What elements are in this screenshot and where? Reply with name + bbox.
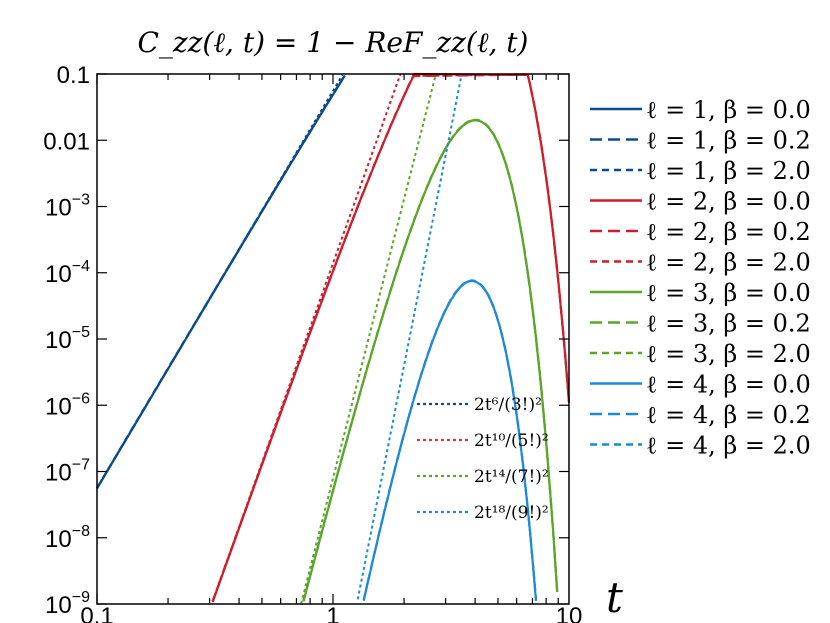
x-tick-label: 0.1: [80, 603, 113, 623]
inset-legend-label: 2t¹⁰/(5!)²: [474, 431, 549, 451]
tick-labels: 0.1 1 10 0.1 0.01 10−3 10−4 10−5 10−6 10−7 10−8 10−…: [43, 62, 582, 623]
curve-l3-approx: [300, 74, 437, 604]
y-tick-label: 10−3: [45, 192, 90, 222]
y-tick-label: 10−8: [45, 523, 90, 553]
curve-l4-beta-2-0: [362, 279, 538, 601]
curve-l4-approx: [356, 74, 463, 600]
legend-label: ℓ = 3, β = 2.0: [646, 340, 811, 368]
y-tick-label: 10−7: [45, 457, 90, 487]
legend-label: ℓ = 4, β = 0.0: [646, 371, 811, 399]
legend-label: ℓ = 2, β = 0.0: [646, 188, 811, 216]
legend-label: ℓ = 4, β = 2.0: [646, 432, 811, 460]
tick-marks: [96, 73, 569, 605]
curve-l3-beta-0-2: [302, 118, 559, 602]
legend-label: ℓ = 2, β = 0.2: [646, 218, 811, 246]
inset-legend-label: 2t¹⁸/(9!)²: [474, 503, 549, 523]
y-tick-label: 10−4: [45, 258, 90, 288]
x-axis-label: t: [606, 573, 623, 622]
x-tick-label: 10: [556, 603, 583, 623]
inset-legend-label: 2t⁶/(3!)²: [474, 395, 542, 415]
legend-label: ℓ = 3, β = 0.2: [646, 310, 811, 338]
legend-label: ℓ = 1, β = 0.2: [646, 127, 811, 155]
curve-l2-beta-2-0: [211, 73, 571, 602]
legend-label: ℓ = 1, β = 2.0: [646, 157, 811, 185]
plot-lines: [96, 72, 571, 604]
y-tick-label: 0.1: [57, 62, 90, 89]
legend-label: ℓ = 1, β = 0.0: [646, 96, 811, 124]
curve-l3-beta-2-0: [302, 118, 559, 602]
legend: ℓ = 1, β = 0.0 ℓ = 1, β = 0.2ℓ = 1, β = 2…: [590, 96, 811, 460]
y-tick-label: 10−6: [45, 390, 90, 420]
inset-legend-label: 2t¹⁴/(7!)²: [474, 467, 549, 487]
legend-label: ℓ = 2, β = 2.0: [646, 249, 811, 277]
x-tick-label: 1: [326, 603, 339, 623]
y-tick-label: 0.01: [43, 128, 90, 155]
y-tick-label: 10−9: [45, 589, 90, 619]
curve-l1-approx: [96, 74, 344, 489]
curve-l3-beta-0-0: [302, 119, 559, 602]
legend-label: ℓ = 4, β = 0.2: [646, 401, 811, 429]
chart-title: C_zz(ℓ, t) = 1 − ReF_zz(ℓ, t): [138, 26, 529, 59]
legend-label: ℓ = 3, β = 0.0: [646, 279, 811, 307]
inset-legend: 2t⁶/(3!)² 2t¹⁰/(5!)² 2t¹⁴/(7!)² 2t¹⁸/(9!)²: [417, 395, 549, 523]
plot-frame: [96, 73, 570, 605]
y-tick-label: 10−5: [45, 324, 90, 354]
